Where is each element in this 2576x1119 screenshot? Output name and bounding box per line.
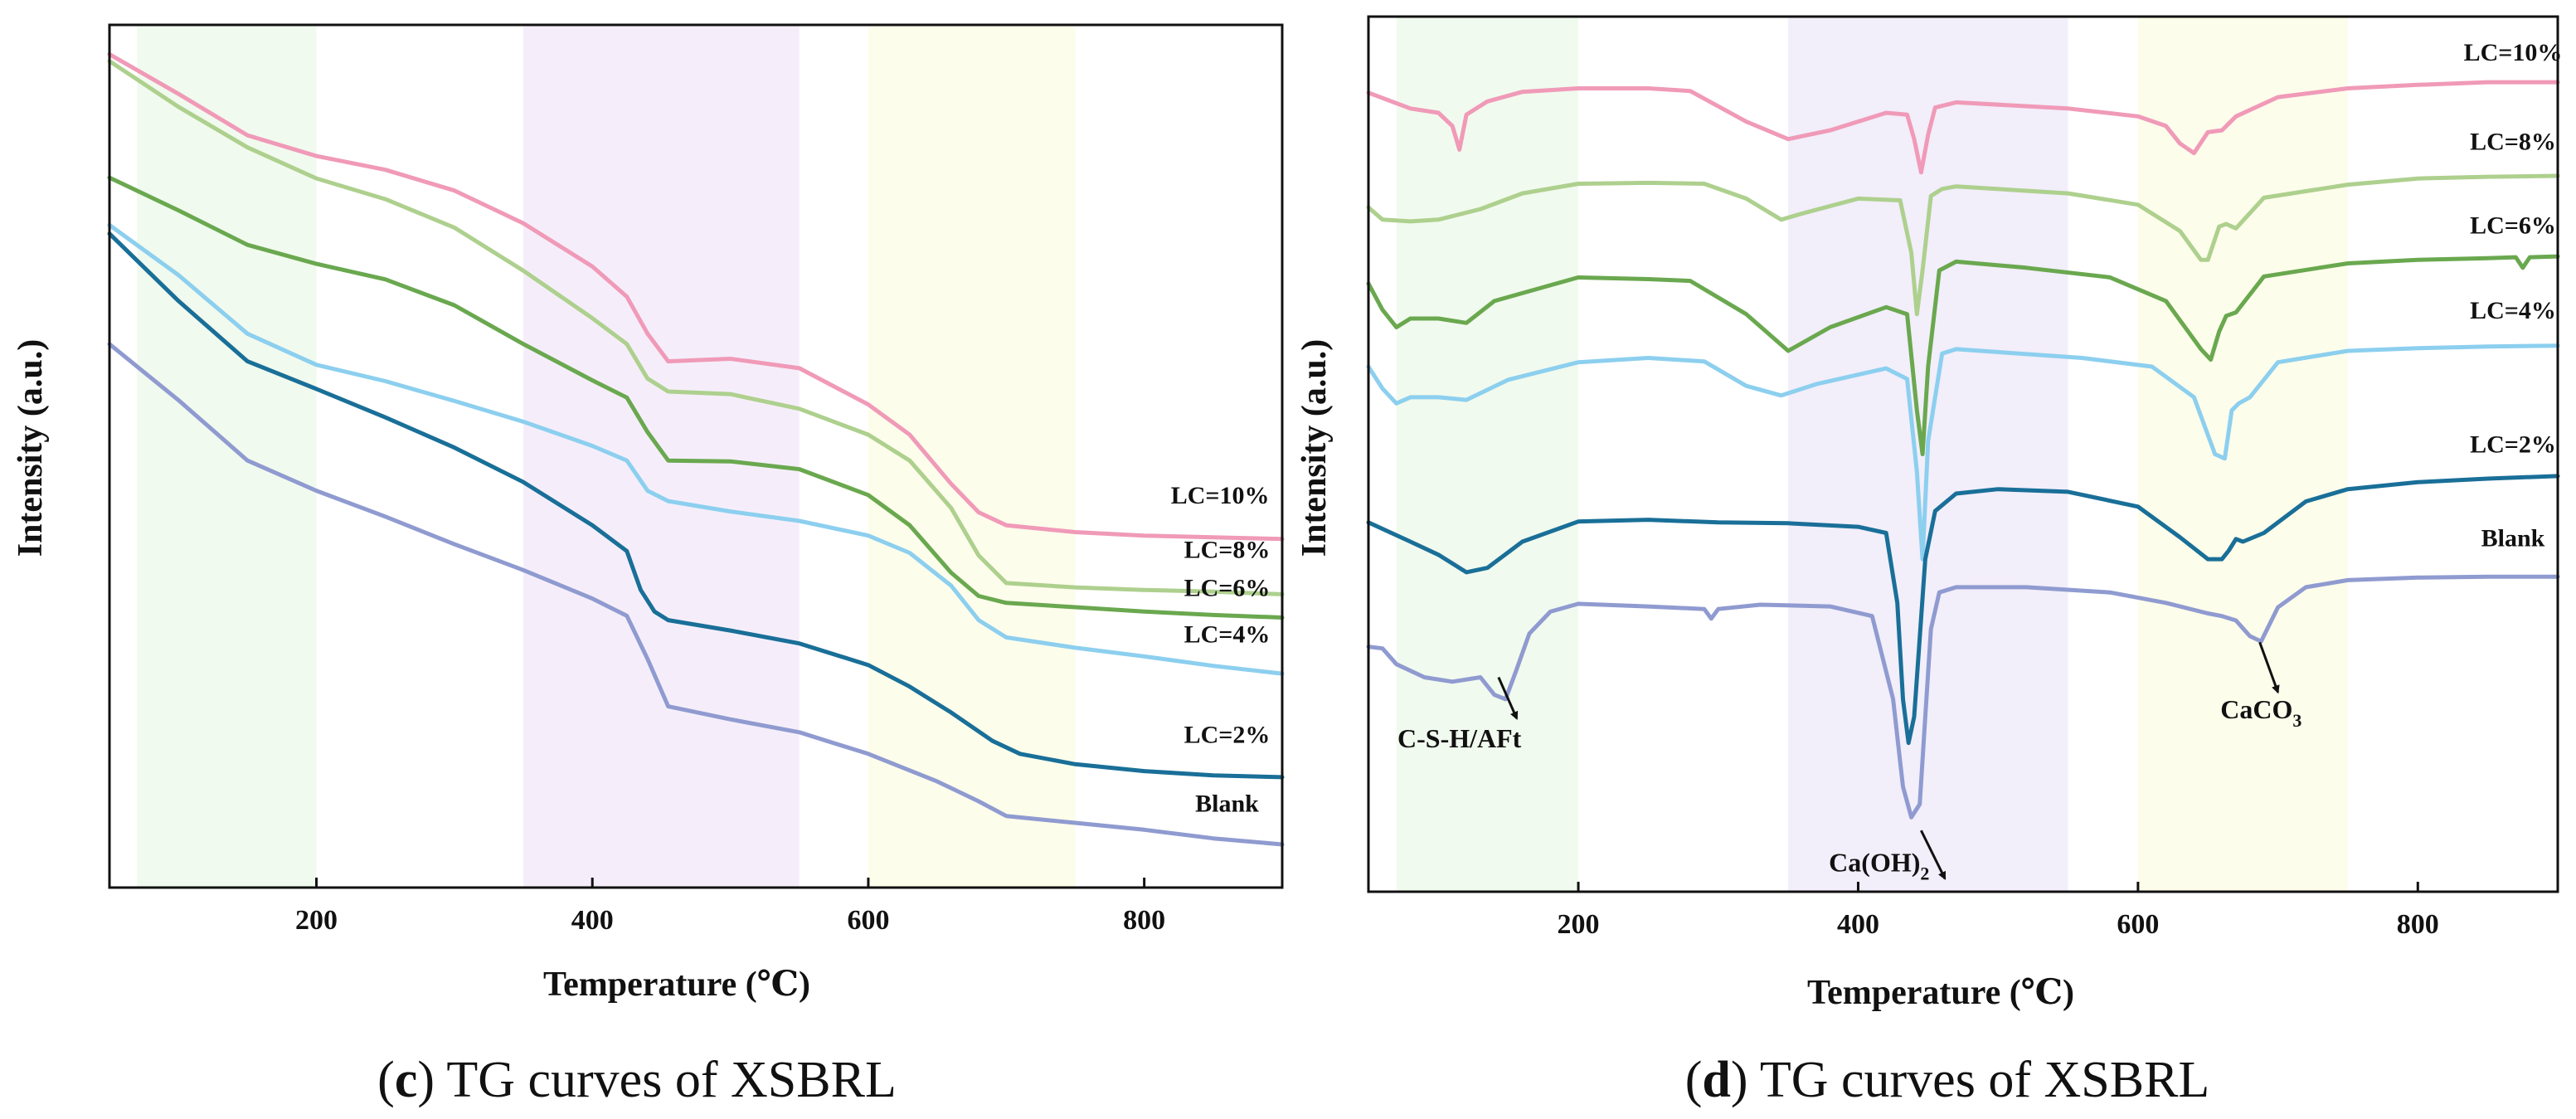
series-line-lc-8-: [107, 59, 1285, 596]
annotation-arrow: [2258, 641, 2280, 694]
annotation-arrow: [1497, 676, 1519, 720]
annotation-text: C-S-H/AFt: [1397, 723, 1522, 753]
x-tick-label: 400: [1837, 909, 1879, 940]
y-axis-title: Intensity (a.u.): [12, 339, 50, 557]
series-label: LC=10%: [2464, 39, 2563, 66]
series-label: LC=10%: [1171, 482, 1270, 509]
caption-paren-close: ): [1731, 1052, 1760, 1108]
x-tick-label: 600: [847, 905, 889, 936]
figure-caption: (d) TG curves of XSBRL: [1685, 1052, 2210, 1108]
chart-d: 200 400 600 800 Temperature (℃) Intensity (a.…: [1295, 15, 2563, 1012]
series-line-lc-10-: [107, 51, 1285, 542]
series-label: LC=4%: [2470, 297, 2556, 324]
plot-frame: [1367, 15, 2559, 893]
x-tick-label: 800: [1123, 905, 1165, 936]
series-line-lc-6-: [107, 175, 1285, 620]
series-label: LC=2%: [2470, 431, 2556, 458]
annotation-subscript: 3: [2292, 710, 2301, 731]
series-label: LC=8%: [1184, 537, 1271, 564]
series-label: LC=6%: [2470, 212, 2556, 240]
annotation-label: Ca(OH)2: [1829, 848, 1929, 884]
x-tick-label: 400: [571, 905, 614, 936]
annotation-subscript: 2: [1920, 864, 1929, 884]
series-label: LC=2%: [1184, 721, 1271, 748]
caption-text: TG curves of XSBRL: [446, 1052, 896, 1108]
series-label: LC=4%: [1184, 621, 1271, 649]
series-label: Blank: [1195, 790, 1259, 817]
plot-frame: [108, 23, 1284, 889]
series-line-lc-4-: [107, 222, 1285, 676]
series-line-lc-4-: [1366, 343, 2560, 562]
series-line-lc-10-: [1366, 80, 2560, 175]
annotation-arrow: [1920, 830, 1947, 880]
x-tick-label: 800: [2397, 909, 2439, 940]
caption-letter: d: [1702, 1052, 1730, 1108]
series-label: Blank: [2481, 524, 2545, 552]
series-line-blank: [107, 342, 1285, 847]
x-tick-label: 600: [2117, 909, 2159, 940]
series-line-lc-2-: [107, 231, 1285, 780]
series-label: LC=6%: [1184, 574, 1271, 601]
caption-paren-close: ): [417, 1052, 446, 1108]
caption-paren-open: (: [377, 1052, 395, 1108]
x-axis-title: Temperature (℃): [543, 966, 810, 1004]
annotation-text: Ca(OH): [1829, 848, 1920, 878]
x-tick-label: 200: [295, 905, 338, 936]
shaded-region-3: [2137, 17, 2348, 892]
series-label: LC=8%: [2470, 128, 2556, 155]
chart-c: 200 400 600 800 Temperature (℃) Intensity (a.…: [12, 23, 1285, 1004]
shaded-region-1: [137, 25, 317, 888]
shaded-region-1: [1396, 17, 1579, 892]
series-line-lc-8-: [1366, 173, 2560, 317]
annotation-label: C-S-H/AFt: [1397, 723, 1522, 753]
series-line-blank: [1366, 574, 2560, 820]
shaded-region-2: [523, 25, 800, 888]
figure-caption: (c) TG curves of XSBRL: [377, 1052, 897, 1108]
series-line-lc-6-: [1366, 254, 2560, 456]
annotation-text: CaCO: [2220, 694, 2292, 724]
annotation-label: CaCO3: [2220, 694, 2301, 731]
caption-letter: c: [395, 1052, 418, 1108]
y-axis-title: Intensity (a.u.): [1295, 339, 1334, 557]
series-line-lc-2-: [1366, 474, 2560, 746]
caption-paren-open: (: [1685, 1052, 1703, 1108]
caption-text: TG curves of XSBRL: [1760, 1052, 2209, 1108]
x-tick-label: 200: [1558, 909, 1600, 940]
x-axis-title: Temperature (℃): [1807, 974, 2074, 1012]
